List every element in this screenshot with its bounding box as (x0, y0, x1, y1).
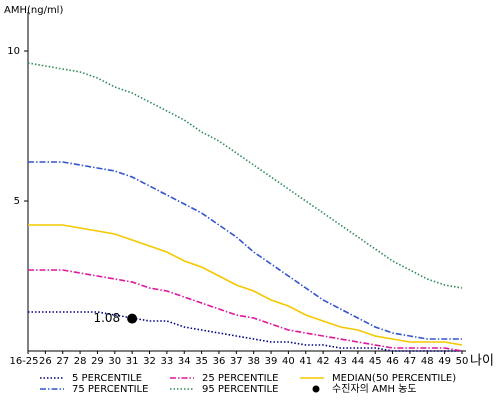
x-tick-label: 29 (91, 356, 104, 367)
x-tick-label: 42 (317, 356, 330, 367)
x-tick-label: 27 (56, 356, 69, 367)
series-line (28, 311, 462, 352)
legend-label: MEDIAN(50 PERCENTILE) (332, 373, 456, 384)
series-line (28, 224, 463, 346)
x-tick-label: 28 (74, 356, 87, 367)
x-tick-label: 37 (230, 356, 243, 367)
legend-swatch (312, 385, 320, 393)
x-tick-label: 26 (39, 356, 52, 367)
x-tick-label: 49 (438, 356, 451, 367)
x-tick-label: 36 (213, 356, 226, 367)
y-axis-label: AMH(ng/ml) (4, 5, 63, 16)
point-label: 1.08 (93, 311, 120, 325)
x-tick-label: 41 (299, 356, 312, 367)
x-tick-label: 43 (334, 356, 347, 367)
x-tick-label: 48 (421, 356, 434, 367)
x-tick-label: 33 (161, 356, 174, 367)
x-axis-label: 나이 (470, 354, 494, 369)
x-tick-label: 30 (108, 356, 121, 367)
x-tick-label: 16-25 (9, 356, 38, 367)
x-tick-label: 38 (247, 356, 260, 367)
x-tick-label: 47 (404, 356, 417, 367)
x-tick-label: 45 (369, 356, 382, 367)
x-tick-label: 44 (351, 356, 364, 367)
legend-label: 5 PERCENTILE (72, 373, 142, 384)
x-tick-label: 39 (265, 356, 278, 367)
legend-label: 95 PERCENTILE (202, 384, 278, 395)
legend-label: 25 PERCENTILE (202, 373, 278, 384)
patient-point (127, 313, 138, 324)
series-line (27, 62, 463, 289)
x-tick-label: 31 (126, 356, 139, 367)
series-line (28, 161, 462, 340)
x-tick-label: 50 (456, 356, 469, 367)
x-tick-label: 32 (143, 356, 156, 367)
x-tick-label: 46 (386, 356, 399, 367)
legend-label: 수진자의 AMH 농도 (332, 383, 417, 395)
y-tick-label: 10 (7, 46, 20, 57)
series-line (28, 269, 463, 352)
y-tick-label: 5 (14, 196, 20, 207)
x-tick-label: 34 (178, 356, 191, 367)
x-tick-label: 35 (195, 356, 208, 367)
x-tick-label: 40 (282, 356, 295, 367)
legend-label: 75 PERCENTILE (72, 384, 148, 395)
